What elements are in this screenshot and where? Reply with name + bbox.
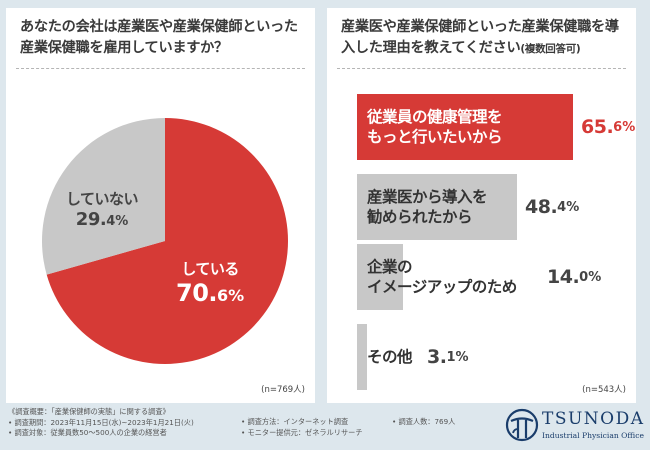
pie-slice-no [41,118,165,275]
bar-value-label: 14. 0% [547,266,602,288]
pie-label-no: していない 29.4% [66,188,139,230]
pie-chart-panel: あなたの会社は産業医や産業保健師といった産業保健職を雇用していますか？ している… [6,8,315,403]
survey-count-line: • 調査人数：769人 [392,417,456,426]
bar-value-label: 48. 4% [525,196,580,218]
bar-value-label: 65. 6% [581,116,636,138]
pie-chart-title: あなたの会社は産業医や産業保健師といった産業保健職を雇用していますか？ [20,19,298,56]
pie-label-yes: している 70.6% [176,258,244,307]
pie-slice-yes [46,118,289,364]
tsunoda-logo: TSUNODA Industrial Physician Office [505,407,647,447]
title-divider [16,68,305,69]
pie-value-no-dec: 4% [106,214,129,229]
bar-chart-title-main: 産業医や産業保健師といった産業保健職を導入した理由を教えてください [341,19,619,56]
pie-value-yes-dec: 6% [217,286,245,305]
bar [357,244,403,310]
sample-size-label: (n=543人) [582,385,626,395]
logo-name: TSUNODA [542,409,645,429]
bar-label: 従業員の健康管理を もっと行いたいから [367,108,503,146]
logo-emblem-icon [505,408,539,442]
survey-count: • 調査人数：769人 [392,417,455,428]
survey-period-line: • 調査期間：2023年11月15日(水)~2023年1月21日(火) [8,417,194,427]
bar-chart-title: 産業医や産業保健師といった産業保健職を導入した理由を教えてください(複数回答可) [341,17,631,60]
pie-value-yes-int: 70. [176,279,218,307]
bar [357,174,517,240]
title-divider [337,68,626,69]
sample-size-label: (n=769人) [261,385,305,395]
survey-method-line: • 調査方法：インターネット調査 [241,417,349,426]
survey-overview-line: 《調査概要：「産業保健師の実態」に関する調査》 [8,407,170,416]
bar-label: 企業の イメージアップのため [367,258,517,296]
survey-target-line: • 調査対象：従業員数50～500人の企業の経営者 [8,428,167,437]
bar-chart-title-suffix: (複数回答可) [520,43,581,55]
bar [357,94,573,160]
logo-subtitle: Industrial Physician Office [542,431,644,440]
bar-label: 産業医から導入を 勧められたから [367,188,488,226]
bar [357,324,367,390]
pie-value-no-int: 29. [75,209,107,230]
survey-method: • 調査方法：インターネット調査 • モニター提供元：ゼネラルリサーチ [241,417,363,438]
pie-label-no-name: していない [66,190,139,208]
survey-overview: 《調査概要：「産業保健師の実態」に関する調査》 • 調査期間：2023年11月1… [8,407,194,439]
bar-label: その他 [367,348,413,366]
pie-label-yes-name: している [181,260,239,278]
pie-chart [41,118,289,364]
bar-value-label: 3. 1% [427,346,469,368]
survey-provider-line: • モニター提供元：ゼネラルリサーチ [241,427,363,437]
bar-chart-panel: 産業医や産業保健師といった産業保健職を導入した理由を教えてください(複数回答可)… [327,8,636,403]
